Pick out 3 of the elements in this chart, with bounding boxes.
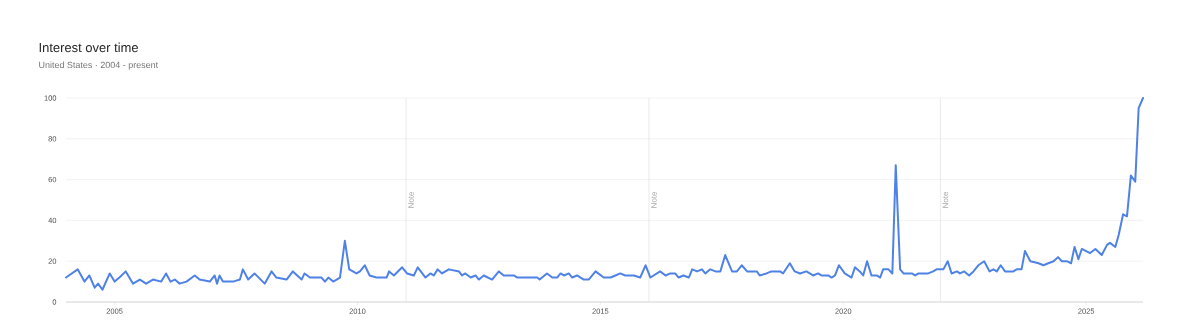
line-series (65, 97, 1145, 291)
chart-title: Interest over time (39, 42, 138, 53)
chart-subtitle: United States · 2004 - present (39, 61, 159, 70)
